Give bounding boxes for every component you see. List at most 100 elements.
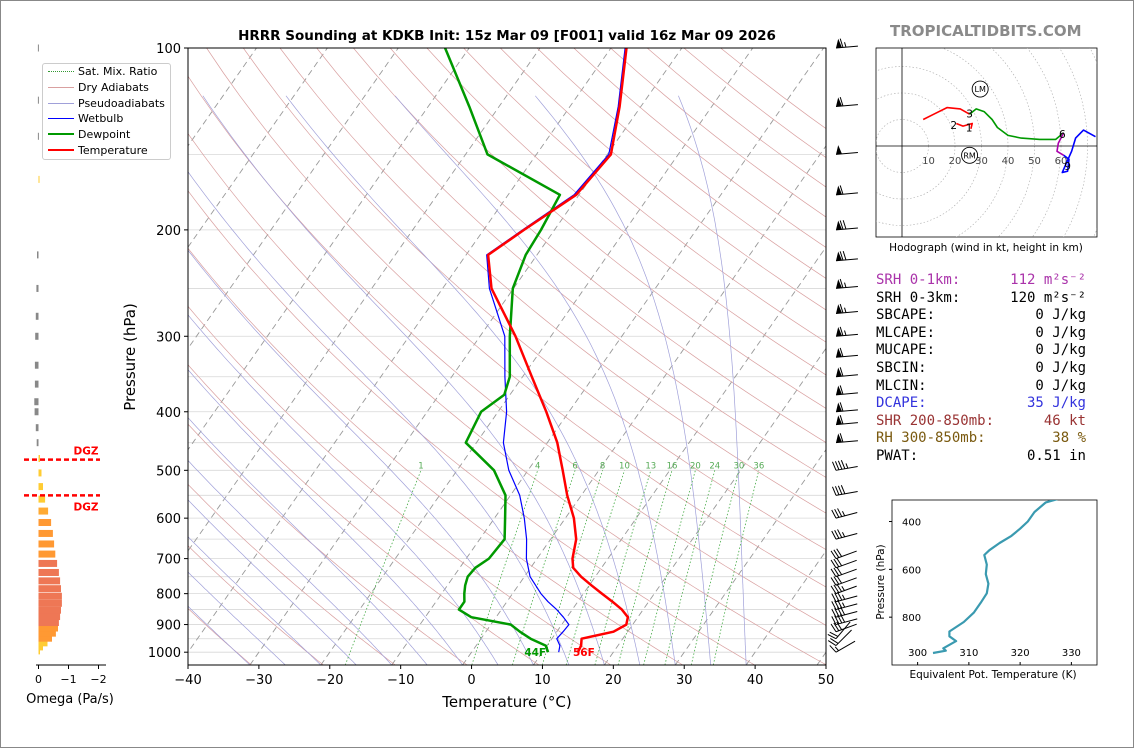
isotherm-line [320, 48, 754, 665]
omega-bar [38, 455, 40, 463]
wind-barb-full [830, 638, 839, 644]
dry-adiabat-line [188, 75, 826, 626]
dry-adiabat-line [188, 545, 324, 665]
wind-barb-full [839, 402, 844, 412]
wind-barb-full [831, 608, 837, 618]
wind-barb-staff [835, 585, 857, 595]
theta-e-plot [932, 500, 1059, 655]
dry-adiabat-line [353, 48, 826, 443]
hodograph-plot: 10 20 30 40 50 60 123 6 9 LM RM [876, 48, 1097, 237]
omega-bar [38, 175, 40, 183]
wind-barb-half [844, 42, 847, 48]
mixing-ratio-label: 1 [418, 461, 423, 471]
hodograph-frame [875, 47, 1098, 238]
surface-temperature-label: 56F [573, 647, 595, 659]
omega-bar [38, 613, 61, 621]
wind-barb [831, 591, 858, 603]
wind-barb-flag [836, 251, 842, 261]
wind-barb-full [833, 549, 840, 558]
x-tick-label: 50 [818, 673, 835, 688]
pseudoadiabat-line [188, 460, 392, 665]
dry-adiabat-line [316, 48, 826, 478]
wind-barb-full [830, 577, 837, 586]
mixing-ratio-line [541, 470, 603, 665]
wind-barb-staff [835, 595, 858, 603]
wind-barb-full [839, 326, 844, 336]
omega-bar [38, 585, 61, 593]
omega-x-tick-label: 0 [35, 673, 42, 686]
omega-bar [38, 577, 61, 585]
wind-barb-half [841, 511, 846, 517]
hodograph-storm-marker [971, 80, 989, 98]
wind-barb-full [827, 640, 837, 646]
wind-barb [835, 185, 858, 196]
stat-sbcape: SBCAPE: 0 J/kg [876, 307, 1086, 324]
wind-barb-half [841, 602, 846, 608]
theta-e-y-tick-label: 800 [902, 613, 921, 624]
y-tick-label: 500 [156, 464, 181, 479]
omega-bar [38, 518, 52, 526]
hodograph-storm-marker [961, 146, 979, 164]
omega-bar [38, 559, 58, 567]
y-tick-label: 300 [156, 330, 181, 345]
wind-barb-full [833, 584, 840, 593]
stat-srh-0-1km: SRH 0-1km: 112 m²s⁻² [876, 272, 1086, 288]
isotherm-line [462, 145, 826, 665]
theta-e-x-tick-label: 310 [959, 648, 978, 659]
wind-barb-flag [836, 348, 842, 358]
hodograph-caption: Hodograph (wind in kt, height in km) [889, 242, 1083, 254]
wind-barb [835, 367, 858, 378]
dry-adiabat-line [389, 48, 826, 409]
dry-adiabat-line [188, 305, 612, 665]
wind-barb-full [842, 250, 847, 261]
wind-barb-full [839, 251, 844, 261]
pseudoadiabat-line [678, 95, 747, 665]
wind-barb [831, 529, 858, 540]
wind-barb-full [830, 585, 837, 594]
dry-adiabat-line [188, 190, 755, 665]
pseudoadiabat-line [188, 571, 286, 665]
wind-barb-full [827, 634, 837, 640]
wind-barb [832, 485, 858, 496]
omega-x-tick-label: −2 [90, 673, 106, 686]
omega-bar [38, 469, 42, 477]
pseudoadiabat-line [188, 499, 357, 665]
wind-barb-full [832, 486, 837, 496]
mixing-ratio-label: 10 [619, 461, 630, 471]
wind-barb [835, 38, 858, 49]
hodograph-height-label: 1 [966, 122, 973, 134]
dry-adiabat-line [243, 48, 826, 551]
wind-barb-full [833, 567, 840, 576]
omega-bar [38, 647, 40, 655]
wind-barb-staff [835, 618, 858, 626]
pseudoadiabat-line [188, 536, 322, 665]
wind-barb-full [834, 607, 840, 617]
isotherm-line [249, 48, 683, 665]
hodograph-trace [1056, 132, 1065, 156]
stat-mlcape: MLCAPE: 0 J/kg [876, 324, 1086, 341]
hodograph-height-label: 6 [1059, 129, 1066, 141]
pseudoadiabat-line [394, 95, 676, 665]
isotherm-line [533, 246, 826, 665]
wind-barb-full [831, 616, 837, 625]
isotherm-line [674, 448, 826, 665]
wind-barb-full [834, 486, 840, 495]
y-tick-label: 1000 [148, 646, 181, 661]
mixing-ratio-line [617, 470, 673, 665]
omega-bar [38, 599, 62, 607]
pseudoadiabat-line [188, 417, 428, 665]
wind-barb-flag [836, 385, 842, 395]
hodograph-storm-label: RM [963, 151, 976, 160]
mixing-ratio-line [344, 470, 422, 665]
mixing-ratio-line [690, 470, 740, 665]
temperature-profile [486, 48, 630, 653]
wind-barb-staff [835, 532, 858, 540]
isotherm-line [604, 347, 826, 665]
wind-barb-full [830, 559, 837, 569]
mixing-ratio-line [471, 470, 539, 665]
wind-barb-full [830, 623, 837, 633]
wind-barb-full [837, 529, 843, 538]
wind-barb [835, 385, 858, 396]
wind-barb-staff [835, 629, 852, 646]
